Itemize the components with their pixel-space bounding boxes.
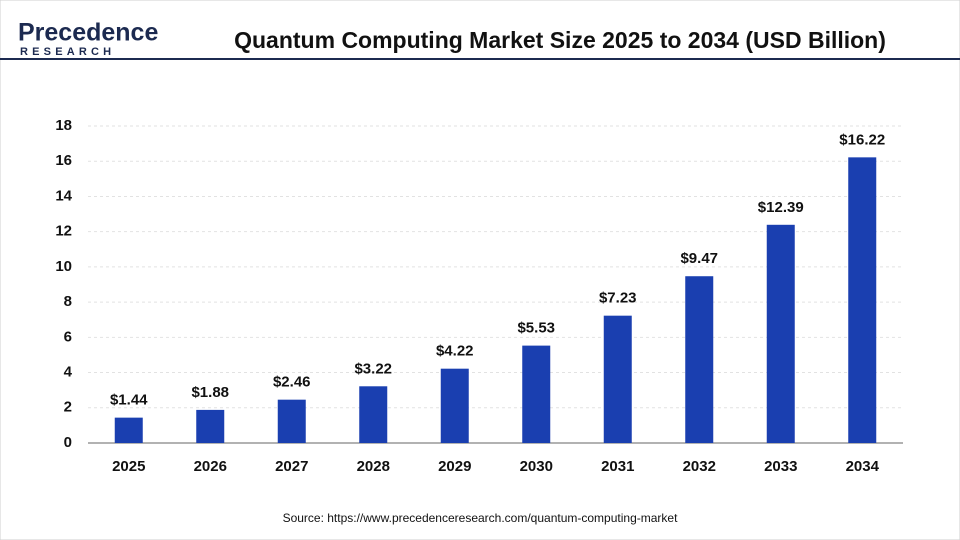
x-tick-label: 2033 (764, 458, 797, 475)
y-tick-label: 6 (64, 328, 72, 345)
bar (196, 409, 225, 443)
x-tick-label: 2032 (683, 458, 716, 475)
x-tick-label: 2031 (601, 458, 634, 475)
bar (685, 276, 714, 443)
bar (277, 399, 306, 443)
y-tick-label: 12 (55, 223, 72, 240)
y-tick-label: 16 (55, 152, 72, 169)
logo-name: Precedence (18, 19, 158, 47)
y-tick-label: 2 (64, 399, 72, 416)
x-tick-label: 2026 (194, 458, 227, 475)
value-label: $3.22 (354, 360, 392, 377)
x-tick-label: 2028 (357, 458, 390, 475)
value-label: $9.47 (680, 250, 718, 267)
bar (766, 224, 795, 443)
x-tick-label: 2030 (520, 458, 553, 475)
value-label: $2.46 (273, 374, 311, 391)
y-tick-label: 4 (64, 364, 73, 381)
bar (603, 315, 632, 443)
x-tick-label: 2025 (112, 458, 145, 475)
x-tick-label: 2034 (846, 458, 880, 475)
value-label: $1.88 (191, 384, 229, 401)
bar (359, 386, 388, 443)
value-label: $5.53 (517, 320, 555, 337)
y-tick-label: 0 (64, 434, 72, 451)
chart-title: Quantum Computing Market Size 2025 to 20… (234, 27, 886, 53)
y-tick-label: 8 (64, 293, 72, 310)
y-tick-label: 14 (55, 187, 72, 204)
value-label: $12.39 (758, 199, 804, 216)
value-label: $4.22 (436, 343, 474, 360)
value-label: $7.23 (599, 290, 637, 307)
source: Source: https://www.precedenceresearch.c… (283, 511, 679, 525)
bar (848, 157, 877, 443)
value-label: $1.44 (110, 392, 148, 409)
value-label: $16.22 (839, 131, 885, 148)
y-tick-label: 10 (55, 258, 72, 275)
x-tick-label: 2027 (275, 458, 308, 475)
bar (114, 417, 143, 443)
logo-tagline: RESEARCH (20, 46, 115, 58)
bar (440, 368, 469, 443)
x-tick-label: 2029 (438, 458, 471, 475)
y-tick-label: 18 (55, 117, 72, 134)
bar (522, 345, 551, 443)
